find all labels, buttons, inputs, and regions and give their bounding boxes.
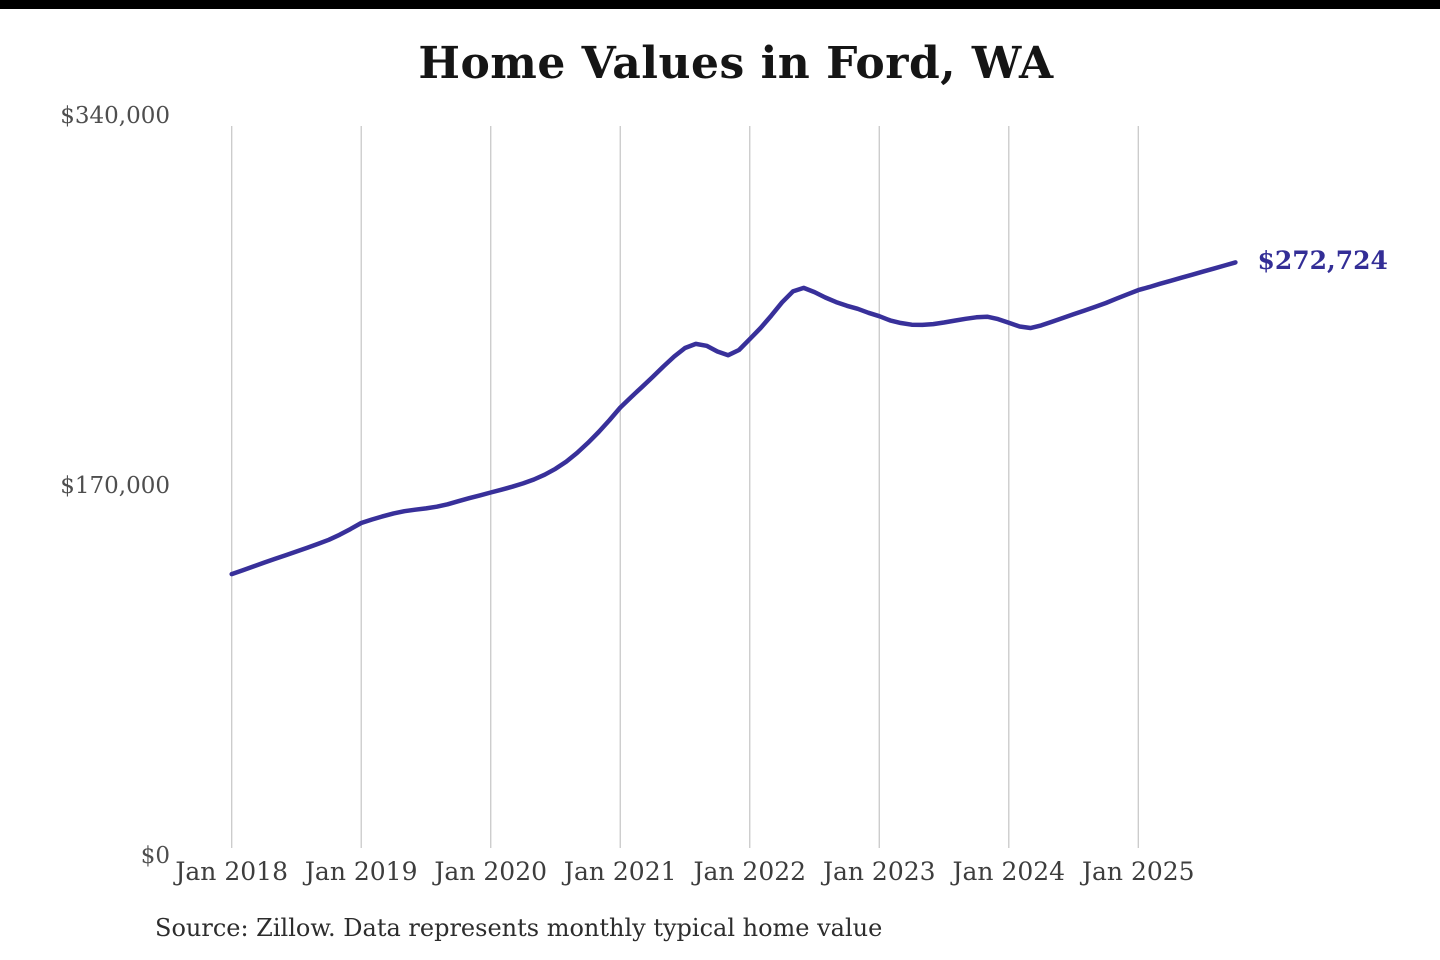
y-axis-tick-label-170k: $170,000 xyxy=(60,473,170,499)
x-axis-tick-label: Jan 2025 xyxy=(1081,857,1195,886)
x-axis-tick-label: Jan 2023 xyxy=(822,857,936,886)
x-axis-tick-label: Jan 2018 xyxy=(175,857,288,886)
y-axis-tick-label-340k: $340,000 xyxy=(60,103,170,129)
x-axis-tick-label: Jan 2024 xyxy=(952,857,1066,886)
chart-title: Home Values in Ford, WA xyxy=(418,38,1054,89)
x-axis-tick-label: Jan 2019 xyxy=(304,857,418,886)
home-value-line xyxy=(229,260,1238,577)
x-axis-tick-label: Jan 2021 xyxy=(563,857,677,886)
x-axis-tick-label: Jan 2020 xyxy=(434,857,548,886)
x-axis-tick-label: Jan 2022 xyxy=(693,857,807,886)
source-note: Source: Zillow. Data represents monthly … xyxy=(155,914,883,942)
window-top-bar xyxy=(0,0,1440,9)
y-axis-tick-label-0: $0 xyxy=(140,843,170,869)
x-axis: Jan 2018 Jan 2019 Jan 2020 Jan 2021 Jan 2022… xyxy=(0,857,1440,899)
latest-value-label: $272,724 xyxy=(1257,246,1388,276)
